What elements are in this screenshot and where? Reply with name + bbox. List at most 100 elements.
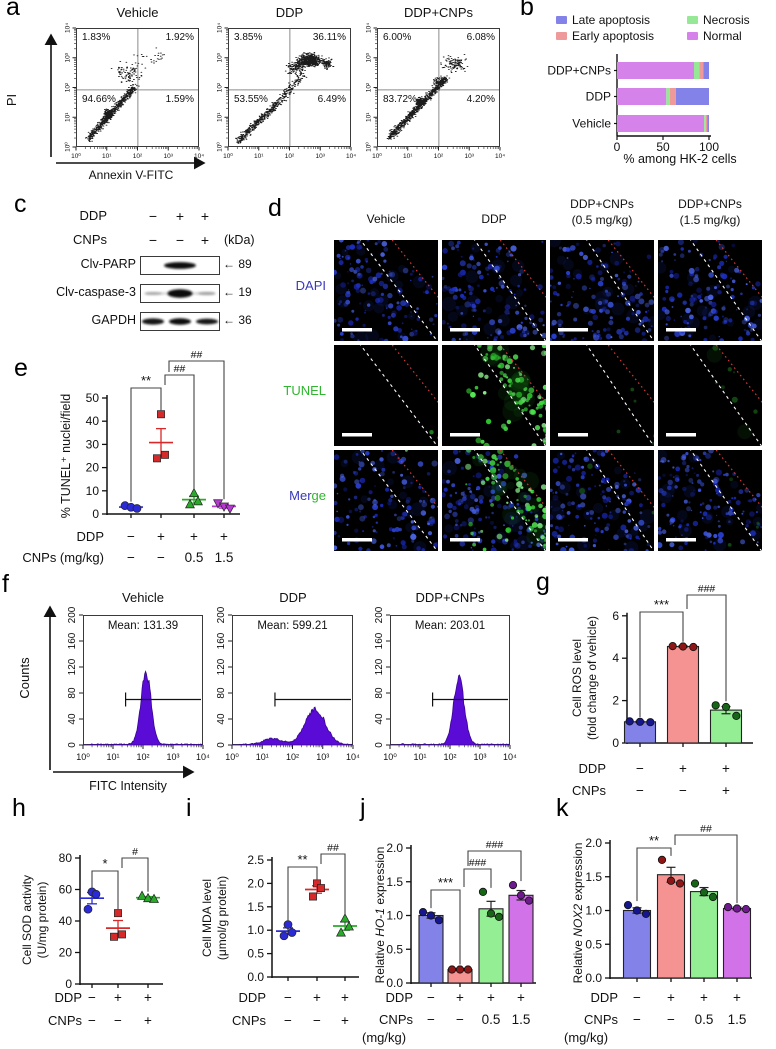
svg-text:0.0: 0.0 (247, 970, 264, 984)
legend-swatch (556, 32, 567, 40)
panel-j-chart: 0.00.51.01.52.0***######DDP − + + +CNPs − −0.5… (362, 839, 536, 1045)
j-ylabel-suffix: expression (373, 847, 387, 908)
micro-content (550, 240, 654, 341)
c-kda-unit: (kDa) (224, 233, 255, 247)
micro-content (466, 345, 546, 446)
svg-text:120: 120 (374, 658, 385, 675)
micro-image-dapi-vehicle (334, 240, 438, 341)
svg-text:10⁰: 10⁰ (76, 752, 90, 762)
hist-title: Vehicle (122, 590, 164, 605)
svg-text:2.0: 2.0 (247, 876, 264, 890)
svg-text:CNPs: CNPs (584, 1012, 618, 1027)
arrow-left-icon: ← (223, 285, 235, 299)
svg-text:40: 40 (86, 414, 100, 428)
blot-box (140, 256, 220, 275)
svg-text:1.5: 1.5 (215, 550, 234, 565)
blot-label: Clv-PARP (80, 257, 136, 271)
flow-plot-frame (228, 28, 351, 147)
svg-text:CNPs: CNPs (572, 783, 606, 798)
micro-image-tunel-vehicle (334, 345, 438, 446)
svg-text:10⁴: 10⁴ (194, 153, 204, 160)
svg-text:120: 120 (216, 658, 227, 675)
svg-text:0: 0 (612, 736, 619, 750)
svg-text:80: 80 (216, 687, 227, 699)
svg-text:1.5: 1.5 (585, 870, 602, 884)
svg-text:10²: 10² (217, 82, 224, 92)
svg-text:+: + (679, 761, 687, 776)
c-row-label-cnps: CNPs (73, 232, 107, 247)
svg-text:−: − (88, 1013, 96, 1028)
svg-text:120: 120 (67, 658, 78, 675)
svg-text:10³: 10³ (465, 153, 475, 160)
svg-text:0: 0 (67, 742, 78, 748)
legend-label: Necrosis (703, 13, 750, 27)
svg-text:10⁴: 10⁴ (346, 153, 356, 160)
b-x-axis-label: % among HK-2 cells (623, 152, 737, 166)
panel-letter-h: h (12, 794, 26, 822)
svg-text:10³: 10³ (166, 752, 179, 762)
quadrant-pct: 53.55% (234, 94, 268, 105)
c-symbol: + (175, 208, 185, 224)
svg-text:10⁰: 10⁰ (216, 142, 224, 152)
micro-image-merge-ddp-cnps-15 (658, 450, 762, 551)
svg-text:−: − (633, 990, 641, 1005)
kda-value: 19 (238, 285, 252, 299)
svg-text:10⁰: 10⁰ (372, 152, 382, 160)
legend-swatch (556, 16, 567, 24)
flow-x-axis-label: Annexin V-FITC (88, 168, 174, 182)
micro-image-dapi-ddp-cnps-15 (658, 240, 762, 341)
svg-text:+: + (220, 529, 228, 544)
svg-text:###: ### (486, 839, 504, 851)
flow-plot-title: DDP+CNPs (404, 5, 473, 20)
svg-text:+: + (722, 783, 730, 798)
g-y-axis-label-line2: (fold change of vehicle) (585, 616, 599, 740)
svg-text:0.5: 0.5 (185, 550, 204, 565)
svg-text:DDP: DDP (386, 990, 413, 1005)
svg-text:20: 20 (86, 461, 100, 475)
quadrant-pct: 6.00% (383, 32, 412, 43)
micro-image-dapi-ddp (442, 240, 546, 341)
svg-text:10³: 10³ (316, 752, 329, 762)
panel-letter-d: d (268, 194, 282, 222)
j-ylabel-prefix: Relative (373, 937, 387, 984)
svg-text:200: 200 (374, 606, 385, 623)
quadrant-pct: 36.11% (312, 32, 346, 43)
micro-content (334, 240, 438, 341)
svg-text:0: 0 (374, 742, 385, 748)
svg-text:0: 0 (216, 742, 227, 748)
svg-text:CNPs: CNPs (232, 1013, 266, 1028)
hist-frame (232, 615, 353, 745)
hist-mean-label: Mean: 131.39 (107, 620, 179, 632)
svg-text:10¹: 10¹ (366, 112, 373, 122)
blot-kda: ← 36 (223, 313, 252, 328)
svg-text:(mg/kg): (mg/kg) (564, 1030, 608, 1045)
svg-text:##: ## (327, 842, 339, 854)
svg-text:+: + (456, 990, 464, 1005)
svg-text:−: − (88, 990, 96, 1005)
legend-item-normal: Normal (687, 29, 742, 43)
svg-text:50: 50 (86, 391, 100, 405)
svg-text:1.5: 1.5 (247, 900, 264, 914)
d-col-title: DDP+CNPs (570, 197, 634, 211)
svg-text:−: − (679, 783, 687, 798)
d-col-title: (1.5 mg/kg) (679, 213, 741, 227)
svg-text:0.0: 0.0 (585, 971, 602, 985)
svg-text:10¹: 10¹ (102, 153, 112, 160)
svg-text:0.5: 0.5 (585, 937, 602, 951)
svg-text:***: *** (438, 875, 453, 890)
svg-text:10⁴: 10⁴ (495, 153, 505, 160)
panel-letter-e: e (14, 354, 28, 382)
legend-item-early-apoptosis: Early apoptosis (556, 29, 654, 43)
svg-text:+: + (487, 990, 495, 1005)
svg-text:+: + (341, 990, 349, 1005)
svg-text:Vehicle: Vehicle (572, 117, 611, 131)
quadrant-pct: 1.59% (165, 94, 194, 105)
i-y-axis-label-line2: (μmol/g protein) (215, 876, 229, 960)
svg-text:0.5: 0.5 (386, 942, 403, 956)
quadrant-pct: 94.66% (82, 94, 116, 105)
legend-item-late-apoptosis: Late apoptosis (556, 13, 650, 27)
svg-text:60: 60 (59, 883, 73, 897)
svg-text:10³: 10³ (217, 52, 224, 62)
i-y-axis-label-line1: Cell MDA level (200, 879, 214, 957)
